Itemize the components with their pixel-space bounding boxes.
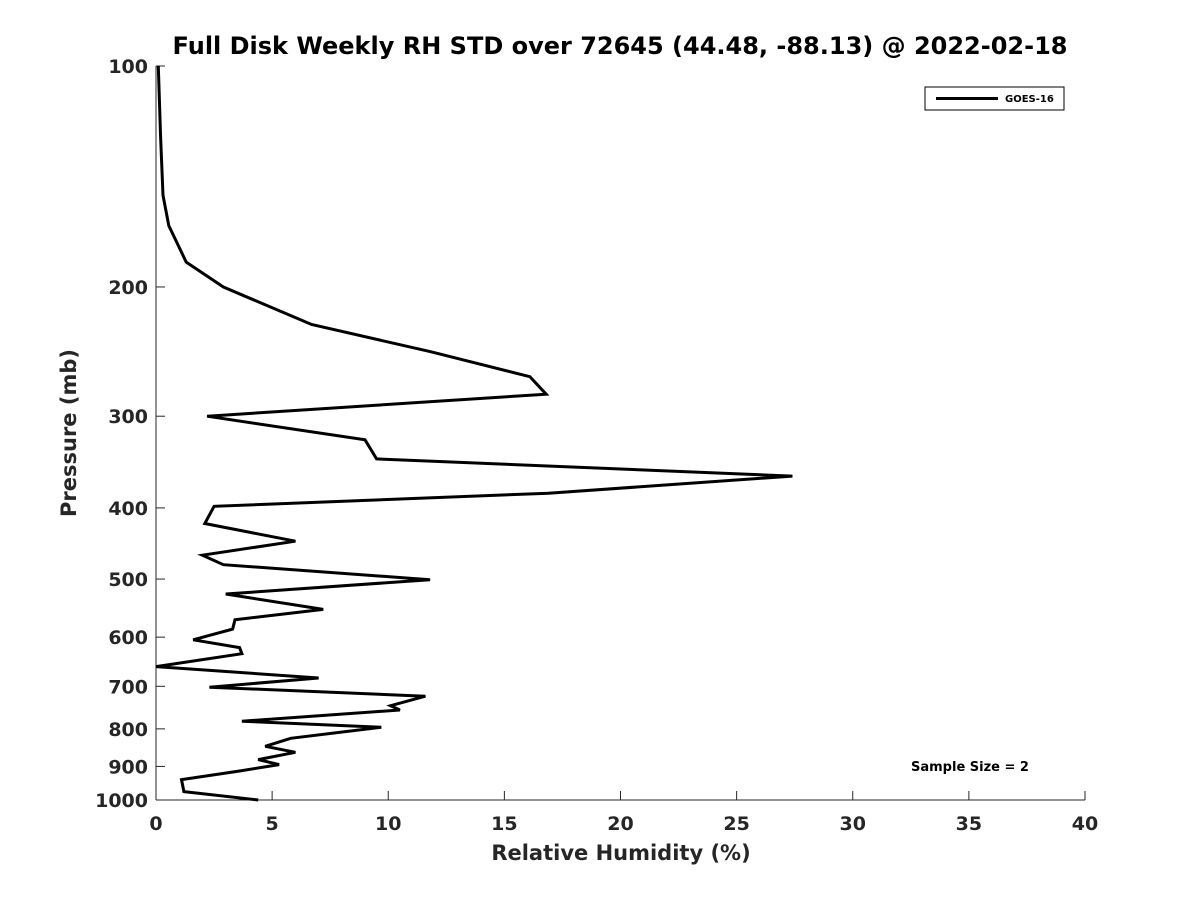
x-tick-label: 35 — [956, 813, 982, 835]
sample-size-annotation: Sample Size = 2 — [911, 760, 1029, 775]
y-tick-label: 300 — [108, 406, 148, 428]
y-tick-label: 500 — [108, 569, 148, 591]
x-tick-label: 20 — [607, 813, 633, 835]
legend: GOES-16 — [924, 86, 1065, 111]
y-ticks: 100 200 300 400 500 600 700 800 900 1000 — [95, 56, 165, 812]
x-tick-label: 30 — [840, 813, 866, 835]
x-tick-label: 10 — [375, 813, 401, 835]
x-tick-label: 25 — [723, 813, 749, 835]
x-tick-label: 15 — [491, 813, 517, 835]
series-line-goes16 — [155, 65, 793, 802]
y-axis-label: Pressure (mb) — [57, 349, 81, 517]
y-tick-label: 1000 — [95, 790, 148, 812]
y-tick-label: 400 — [108, 498, 148, 520]
x-tick-label: 40 — [1072, 813, 1098, 835]
legend-label-goes16: GOES-16 — [1005, 94, 1054, 105]
y-tick-label: 600 — [108, 627, 148, 649]
x-tick-label: 5 — [266, 813, 279, 835]
y-tick-label: 800 — [108, 719, 148, 741]
x-ticks: 0 5 10 15 20 25 30 35 40 — [149, 791, 1098, 835]
y-tick-label: 900 — [108, 756, 148, 778]
x-tick-label: 0 — [149, 813, 162, 835]
y-tick-label: 700 — [108, 676, 148, 698]
y-tick-label: 100 — [108, 56, 148, 78]
x-axis-label: Relative Humidity (%) — [491, 841, 750, 865]
chart-title: Full Disk Weekly RH STD over 72645 (44.4… — [173, 32, 1068, 60]
y-tick-label: 200 — [108, 277, 148, 299]
